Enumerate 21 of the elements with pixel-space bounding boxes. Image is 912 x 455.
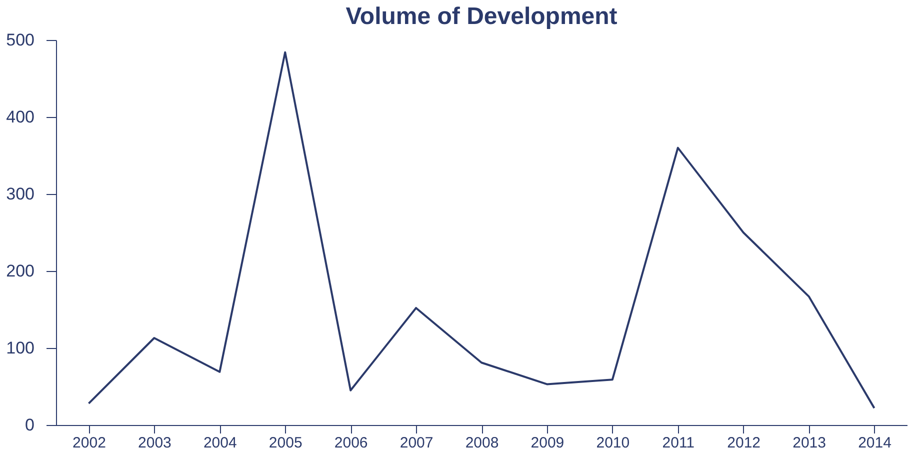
y-tick-label: 200 <box>6 262 34 280</box>
line-series <box>88 51 876 410</box>
x-tick-label: 2010 <box>596 434 630 452</box>
y-tick-label: 300 <box>6 184 34 204</box>
x-tick-label: 2009 <box>530 434 564 452</box>
x-tick-label: 2005 <box>268 434 302 452</box>
x-tick-label: 2013 <box>792 434 826 452</box>
x-tick-label: 2008 <box>465 434 499 452</box>
x-tick-label: 2002 <box>72 434 106 452</box>
y-tick-label: 0 <box>25 416 34 434</box>
y-tick-label: 400 <box>6 108 34 126</box>
x-tick-label: 2003 <box>138 434 172 452</box>
chart-title: Volume of Development <box>346 3 618 30</box>
x-tick-label: 2007 <box>400 434 434 452</box>
x-tick-label: 2004 <box>203 434 237 452</box>
x-tick-label: 2012 <box>727 434 761 452</box>
y-tick-label: 100 <box>6 338 34 358</box>
y-tick-label: 500 <box>6 30 34 50</box>
x-tick-label: 2006 <box>334 434 368 452</box>
x-tick-label: 2014 <box>858 434 892 452</box>
x-tick-label: 2011 <box>662 434 695 452</box>
